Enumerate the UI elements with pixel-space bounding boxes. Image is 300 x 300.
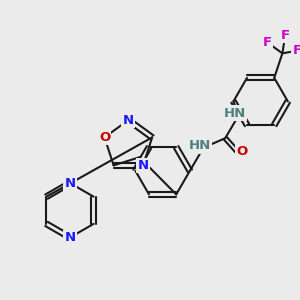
Text: N: N bbox=[137, 159, 148, 172]
Text: N: N bbox=[64, 231, 76, 244]
Text: O: O bbox=[237, 145, 248, 158]
Text: O: O bbox=[99, 131, 110, 144]
Text: N: N bbox=[64, 177, 76, 190]
Text: F: F bbox=[293, 44, 300, 57]
Text: F: F bbox=[263, 36, 272, 49]
Text: HN: HN bbox=[224, 106, 246, 120]
Text: HN: HN bbox=[188, 139, 211, 152]
Text: F: F bbox=[280, 29, 290, 42]
Text: N: N bbox=[123, 114, 134, 127]
